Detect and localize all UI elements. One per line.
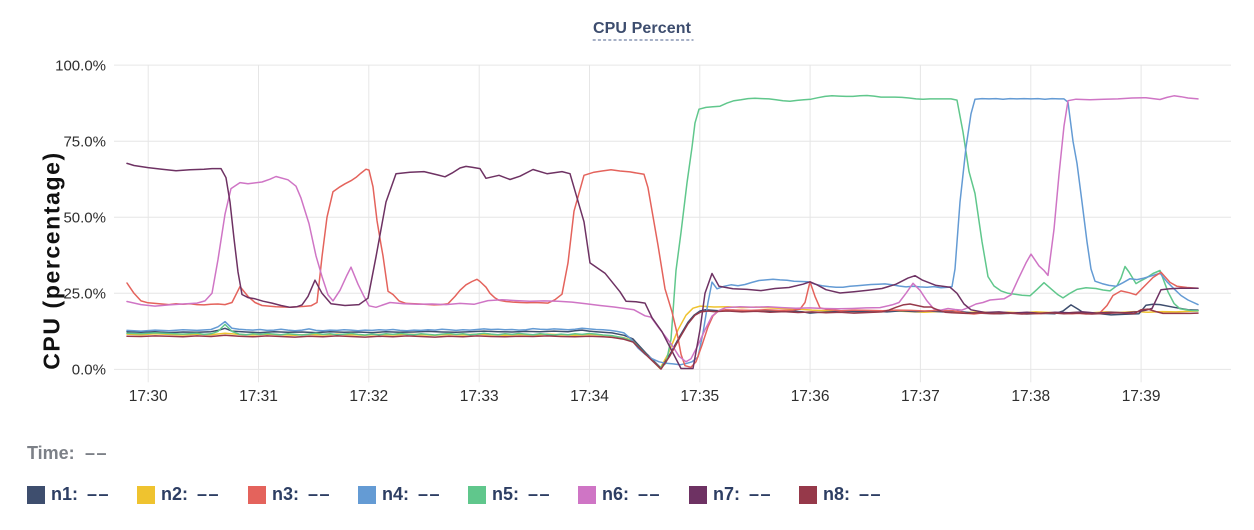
svg-text:17:36: 17:36 [791,388,830,405]
svg-text:50.0%: 50.0% [63,209,106,226]
svg-text:75.0%: 75.0% [63,133,106,150]
svg-text:100.0%: 100.0% [55,57,106,74]
svg-text:17:31: 17:31 [239,388,278,405]
svg-text:17:33: 17:33 [460,388,499,405]
svg-text:17:30: 17:30 [129,388,168,405]
svg-text:17:35: 17:35 [680,388,719,405]
svg-text:17:39: 17:39 [1122,388,1161,405]
svg-text:17:32: 17:32 [349,388,388,405]
svg-text:17:34: 17:34 [570,388,609,405]
svg-text:17:38: 17:38 [1011,388,1050,405]
svg-text:17:37: 17:37 [901,388,940,405]
svg-text:0.0%: 0.0% [72,362,106,379]
svg-text:25.0%: 25.0% [63,286,106,303]
